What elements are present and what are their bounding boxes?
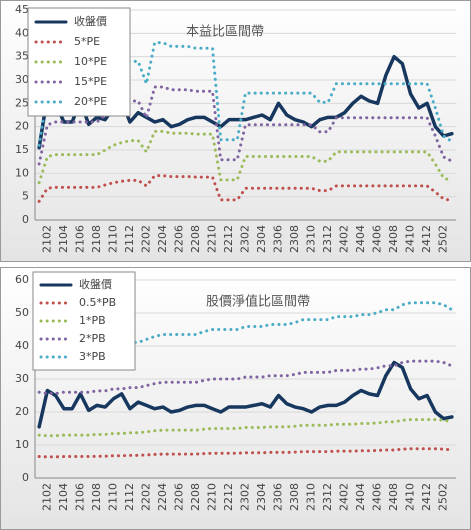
x-tick-label: 2404 bbox=[354, 483, 367, 511]
legend-box bbox=[27, 7, 131, 117]
x-tick-label: 2408 bbox=[387, 483, 400, 511]
x-tick-label: 2312 bbox=[321, 483, 334, 511]
legend-label: 15*PE bbox=[74, 75, 107, 88]
x-tick-label: 2412 bbox=[420, 483, 433, 511]
y-tick-label: 5 bbox=[22, 190, 29, 203]
chart-title: 股價淨值比區間帶 bbox=[206, 294, 310, 310]
x-tick-label: 2406 bbox=[371, 225, 384, 253]
y-tick-label: 25 bbox=[15, 96, 29, 109]
y-tick-label: 30 bbox=[15, 73, 29, 86]
y-tick-label: 40 bbox=[15, 339, 29, 352]
y-tick-label: 20 bbox=[15, 405, 29, 418]
legend-label: 收盤價 bbox=[79, 277, 112, 291]
legend-label: 2*PB bbox=[79, 332, 106, 345]
x-tick-label: 2310 bbox=[305, 483, 318, 511]
x-tick-label: 2102 bbox=[40, 225, 53, 253]
legend-label: 20*PE bbox=[74, 95, 107, 108]
x-tick-label: 2206 bbox=[172, 483, 185, 511]
series-line bbox=[37, 129, 454, 185]
y-tick-label: 0 bbox=[22, 471, 29, 484]
y-tick-label: 20 bbox=[15, 120, 29, 133]
x-tick-label: 2210 bbox=[205, 225, 218, 253]
x-tick-label: 2112 bbox=[123, 483, 136, 511]
x-tick-label: 2502 bbox=[437, 483, 450, 511]
x-tick-label: 2208 bbox=[189, 225, 202, 253]
x-tick-label: 2302 bbox=[239, 483, 252, 511]
x-tick-label: 2106 bbox=[73, 225, 86, 253]
y-tick-label: 40 bbox=[15, 26, 29, 39]
x-tick-label: 2202 bbox=[139, 483, 152, 511]
y-tick-label: 45 bbox=[15, 3, 29, 16]
x-tick-label: 2112 bbox=[123, 225, 136, 253]
x-tick-label: 2104 bbox=[57, 483, 70, 511]
series-line bbox=[37, 174, 454, 203]
series-line bbox=[37, 418, 454, 438]
x-tick-label: 2502 bbox=[437, 225, 450, 253]
legend-box bbox=[32, 271, 136, 371]
x-tick-label: 2110 bbox=[106, 483, 119, 511]
x-tick-label: 2102 bbox=[40, 483, 53, 511]
legend-label: 收盤價 bbox=[74, 14, 107, 28]
x-tick-label: 2308 bbox=[288, 225, 301, 253]
y-tick-label: 30 bbox=[15, 372, 29, 385]
x-tick-label: 2208 bbox=[189, 483, 202, 511]
legend-label: 3*PB bbox=[79, 350, 106, 363]
chart-title: 本益比區間帶 bbox=[186, 25, 264, 40]
y-tick-label: 50 bbox=[15, 306, 29, 319]
x-tick-label: 2210 bbox=[205, 483, 218, 511]
y-tick-label: 0 bbox=[22, 213, 29, 226]
x-tick-label: 2308 bbox=[288, 483, 301, 511]
x-tick-label: 2402 bbox=[338, 225, 351, 253]
legend-label: 1*PB bbox=[79, 314, 106, 327]
x-tick-label: 2406 bbox=[371, 483, 384, 511]
y-tick-label: 10 bbox=[15, 438, 29, 451]
x-tick-label: 2304 bbox=[255, 225, 268, 253]
x-tick-label: 2408 bbox=[387, 225, 400, 253]
x-tick-label: 2310 bbox=[305, 225, 318, 253]
x-tick-label: 2106 bbox=[73, 483, 86, 511]
x-tick-label: 2104 bbox=[57, 225, 70, 253]
x-tick-label: 2312 bbox=[321, 225, 334, 253]
y-tick-label: 35 bbox=[15, 50, 29, 63]
x-tick-label: 2206 bbox=[172, 225, 185, 253]
x-tick-label: 2212 bbox=[222, 483, 235, 511]
x-tick-label: 2212 bbox=[222, 225, 235, 253]
x-tick-label: 2202 bbox=[139, 225, 152, 253]
series-line bbox=[37, 360, 454, 429]
x-tick-label: 2410 bbox=[404, 225, 417, 253]
series-line bbox=[37, 447, 454, 459]
x-tick-label: 2108 bbox=[90, 483, 103, 511]
legend-label: 10*PE bbox=[74, 55, 107, 68]
x-tick-label: 2410 bbox=[404, 483, 417, 511]
x-tick-label: 2204 bbox=[156, 483, 169, 511]
series-line bbox=[37, 359, 454, 396]
x-tick-label: 2306 bbox=[272, 483, 285, 511]
legend-label: 0.5*PB bbox=[79, 296, 116, 309]
x-tick-label: 2402 bbox=[338, 483, 351, 511]
y-tick-label: 10 bbox=[15, 166, 29, 179]
x-tick-label: 2302 bbox=[239, 225, 252, 253]
x-tick-label: 2404 bbox=[354, 225, 367, 253]
y-tick-label: 15 bbox=[15, 143, 29, 156]
x-tick-label: 2412 bbox=[420, 225, 433, 253]
x-tick-label: 2304 bbox=[255, 483, 268, 511]
y-tick-label: 60 bbox=[15, 273, 29, 286]
x-tick-label: 2108 bbox=[90, 225, 103, 253]
x-tick-label: 2204 bbox=[156, 225, 169, 253]
x-tick-label: 2306 bbox=[272, 225, 285, 253]
x-tick-label: 2110 bbox=[106, 225, 119, 253]
legend-label: 5*PE bbox=[74, 35, 100, 48]
